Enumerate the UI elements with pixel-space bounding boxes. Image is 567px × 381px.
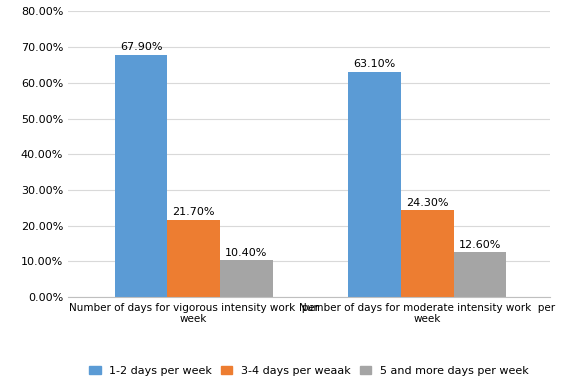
Bar	[167, 220, 220, 297]
Text: 10.40%: 10.40%	[225, 248, 268, 258]
Text: 21.70%: 21.70%	[172, 207, 215, 217]
Bar	[401, 210, 454, 297]
Bar	[454, 252, 506, 297]
Text: 63.10%: 63.10%	[354, 59, 396, 69]
Text: 67.90%: 67.90%	[120, 42, 162, 52]
Bar	[220, 260, 273, 297]
Bar	[115, 54, 167, 297]
Text: 24.30%: 24.30%	[406, 198, 448, 208]
Bar	[349, 72, 401, 297]
Legend: 1-2 days per week, 3-4 days per weaak, 5 and more days per week: 1-2 days per week, 3-4 days per weaak, 5…	[90, 366, 528, 376]
Text: 12.60%: 12.60%	[459, 240, 501, 250]
